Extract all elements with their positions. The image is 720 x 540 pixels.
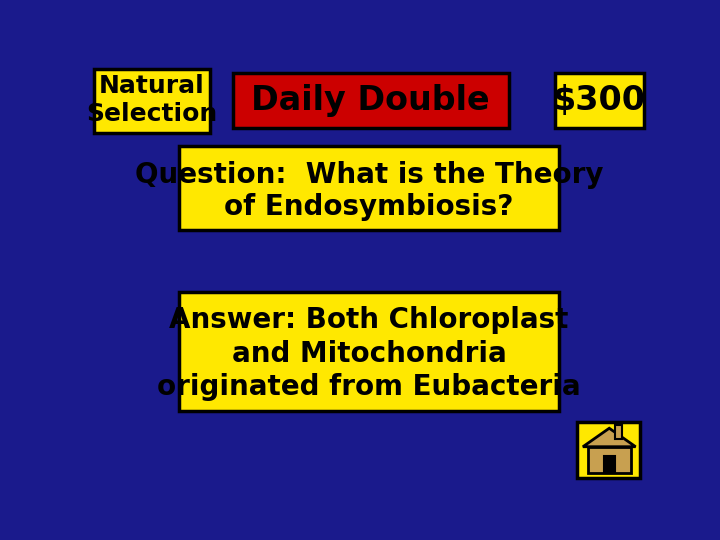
- Text: Answer: Both Chloroplast: Answer: Both Chloroplast: [169, 306, 569, 334]
- FancyBboxPatch shape: [179, 146, 559, 231]
- FancyBboxPatch shape: [94, 69, 210, 132]
- Polygon shape: [583, 428, 636, 447]
- Text: and Mitochondria: and Mitochondria: [232, 340, 506, 368]
- FancyBboxPatch shape: [555, 72, 644, 128]
- FancyBboxPatch shape: [577, 422, 640, 477]
- Text: Question:  What is the Theory: Question: What is the Theory: [135, 161, 603, 189]
- FancyBboxPatch shape: [616, 425, 621, 439]
- Text: $300: $300: [553, 84, 646, 117]
- Text: of Endosymbiosis?: of Endosymbiosis?: [225, 193, 513, 221]
- Text: Daily Double: Daily Double: [251, 84, 490, 117]
- Text: Natural
Selection: Natural Selection: [86, 75, 217, 126]
- FancyBboxPatch shape: [179, 292, 559, 411]
- FancyBboxPatch shape: [604, 456, 615, 473]
- Text: originated from Eubacteria: originated from Eubacteria: [157, 373, 581, 401]
- FancyBboxPatch shape: [233, 72, 508, 128]
- FancyBboxPatch shape: [588, 447, 631, 473]
